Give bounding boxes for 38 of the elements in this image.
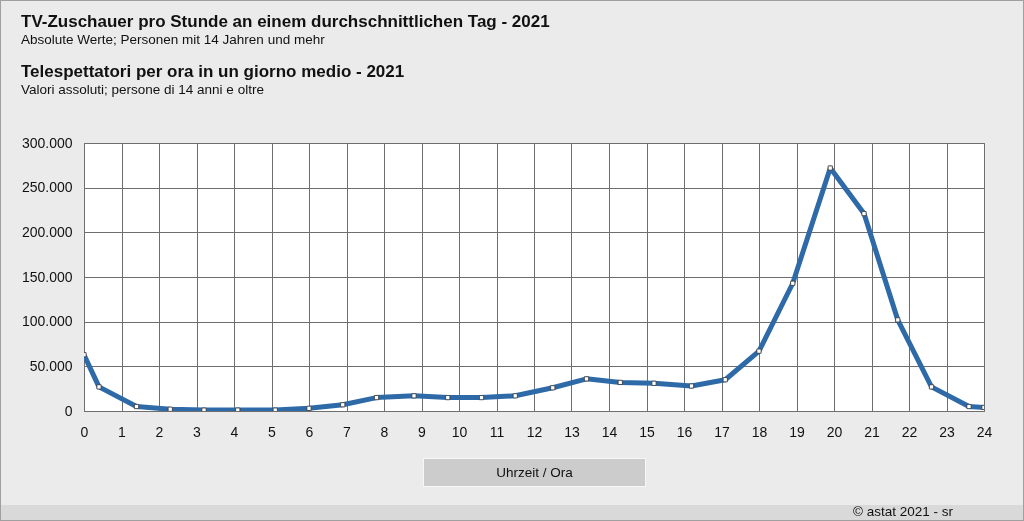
x-tick-label: 16 bbox=[676, 423, 693, 440]
x-tick-label: 0 bbox=[80, 423, 89, 440]
x-tick-label: 6 bbox=[305, 423, 314, 440]
y-tick-label: 100.000 bbox=[21, 313, 73, 330]
chart-title: TV-Zuschauer pro Stunde an einem durchschnittlichen Tag - 2021 bbox=[21, 12, 550, 32]
x-tick-label: 7 bbox=[343, 423, 352, 440]
x-tick-label: 8 bbox=[380, 423, 389, 440]
text: Valori assoluti; persone di 14 anni e oltre bbox=[21, 82, 264, 98]
y-tick-label: 50.000 bbox=[29, 357, 73, 374]
x-tick-label: 19 bbox=[789, 423, 805, 440]
x-tick-label: 10 bbox=[451, 423, 468, 440]
chart-subtitle: Absolute Werte; Personen mit 14 Jahren und mehr bbox=[21, 32, 325, 48]
x-tick-label: 21 bbox=[864, 423, 880, 440]
x-tick-label: 24 bbox=[976, 423, 993, 440]
x-tick-label: 22 bbox=[901, 423, 918, 440]
y-tick-label: 0 bbox=[64, 402, 73, 419]
x-tick-label: 11 bbox=[489, 423, 505, 440]
x-tick-label: 20 bbox=[826, 423, 843, 440]
x-tick-label: 23 bbox=[939, 423, 955, 440]
text: © astat 2021 - sr bbox=[853, 504, 953, 520]
y-tick-label: 300.000 bbox=[21, 134, 73, 151]
x-tick-label: 2 bbox=[155, 423, 164, 440]
y-tick-label: 200.000 bbox=[21, 223, 73, 240]
x-tick-label: 4 bbox=[230, 423, 239, 440]
x-tick-label: 9 bbox=[418, 423, 427, 440]
x-tick-label: 13 bbox=[564, 423, 580, 440]
x-tick-label: 1 bbox=[118, 423, 127, 440]
x-tick-label: 15 bbox=[639, 423, 655, 440]
x-tick-label: 3 bbox=[193, 423, 202, 440]
y-tick-label: 250.000 bbox=[21, 179, 73, 196]
x-tick-label: 17 bbox=[714, 423, 730, 440]
x-tick-label: 18 bbox=[751, 423, 768, 440]
x-tick-label: 12 bbox=[526, 423, 543, 440]
x-tick-label: 14 bbox=[601, 423, 618, 440]
x-tick-label: 5 bbox=[268, 423, 277, 440]
x-axis-title: Uhrzeit / Ora bbox=[423, 458, 646, 487]
y-tick-label: 150.000 bbox=[21, 268, 73, 285]
text: Telespettatori per ora in un giorno medio - 2021 bbox=[21, 62, 405, 82]
